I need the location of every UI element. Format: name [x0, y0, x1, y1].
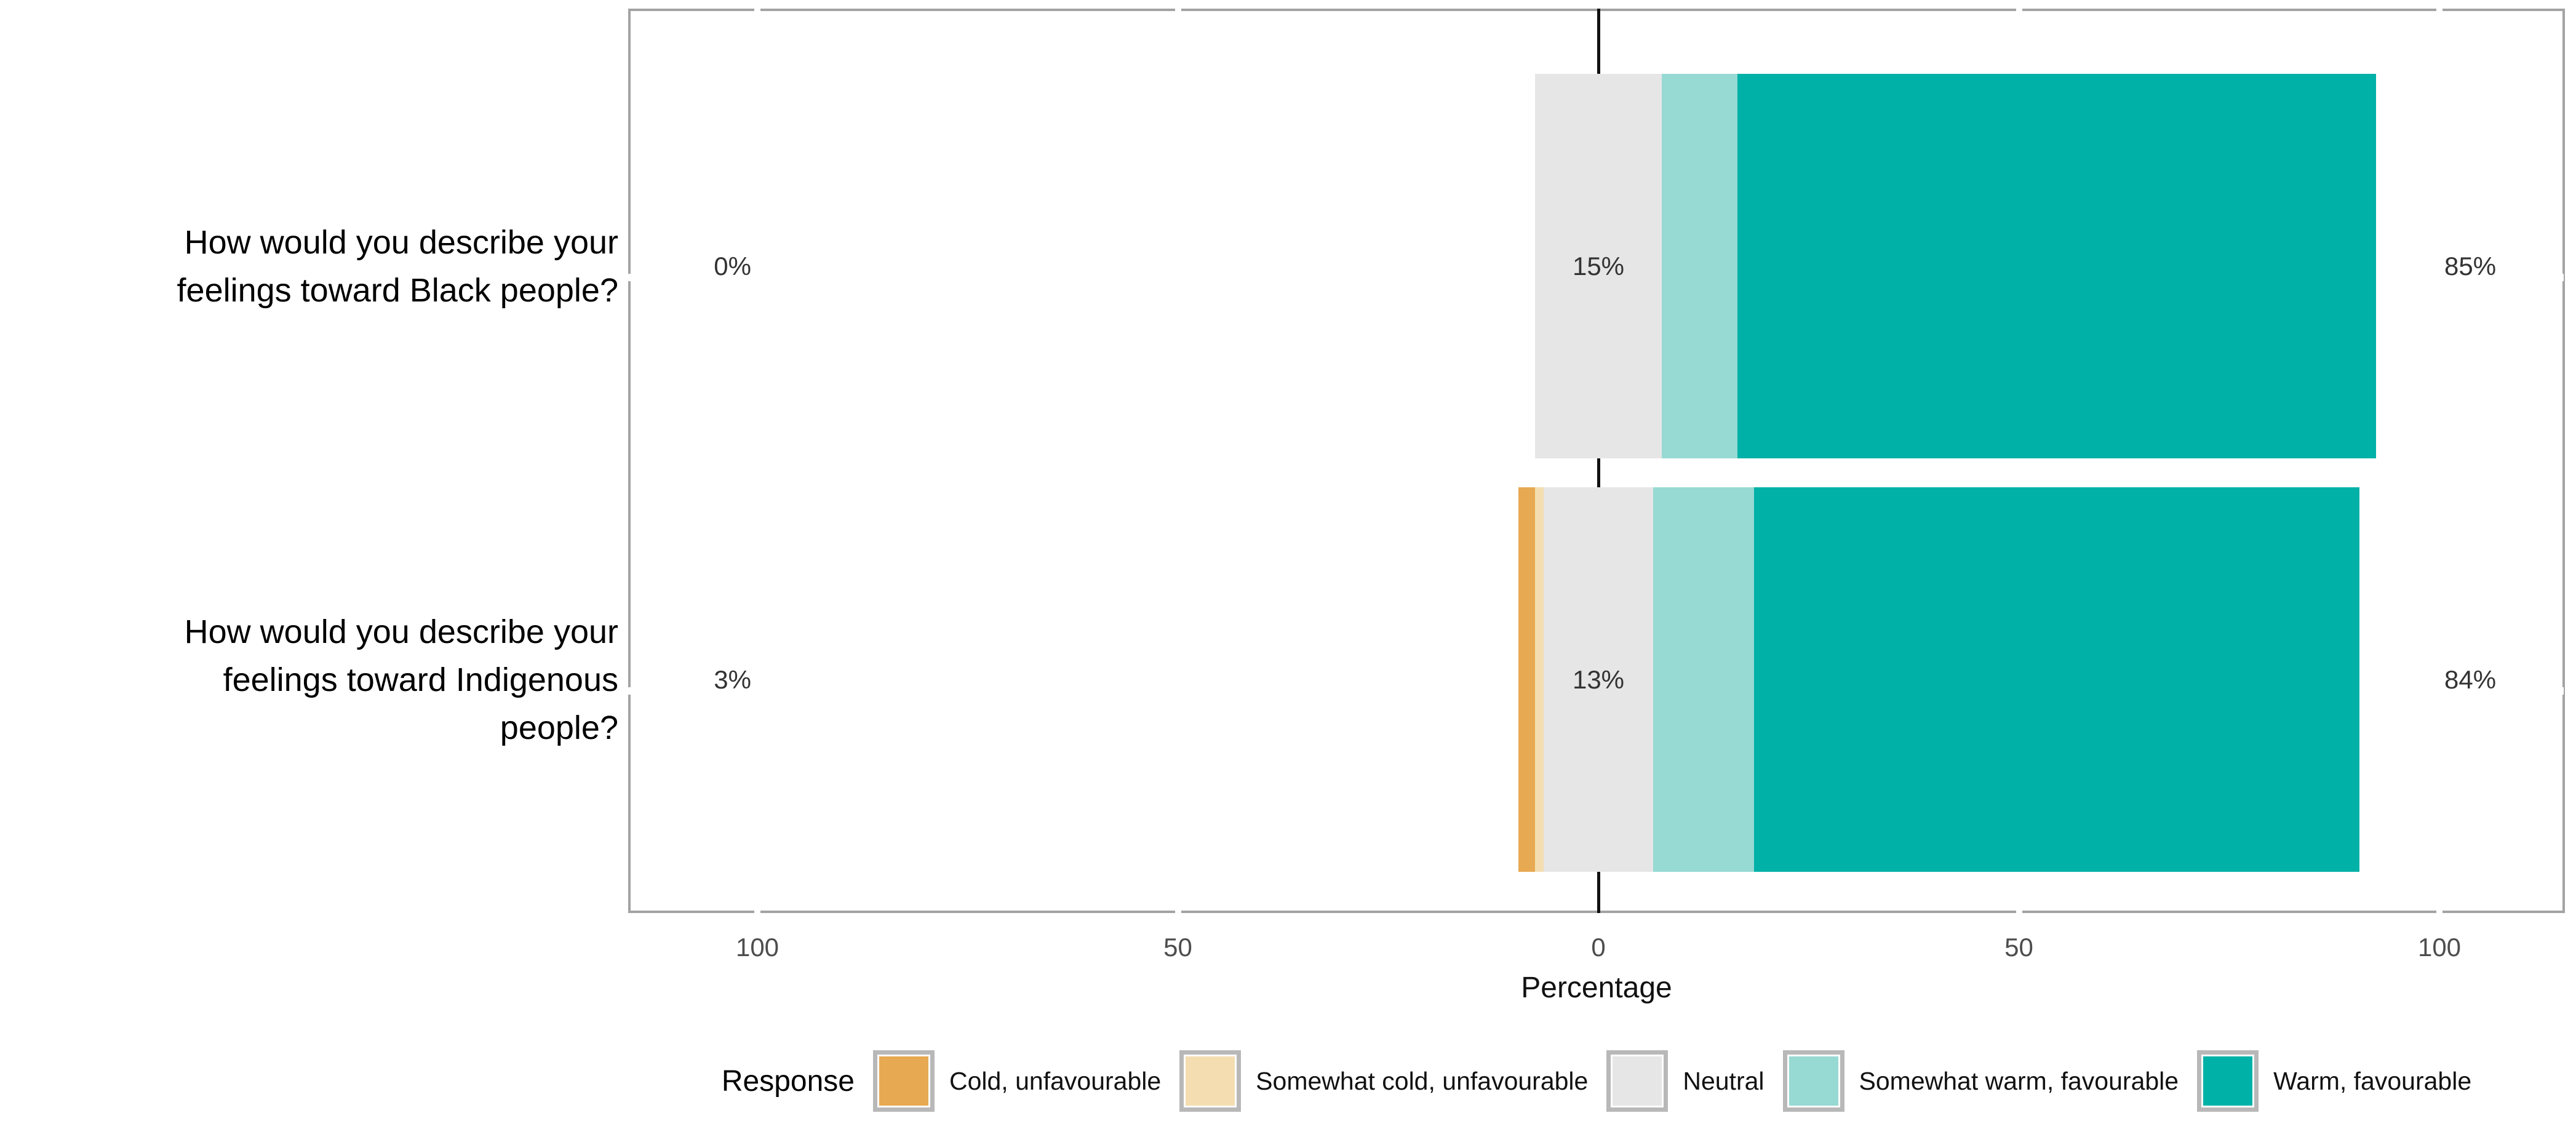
- bar-segment-somewhat-cold-unfavourable: [1535, 487, 1544, 872]
- legend-swatch-fill: [1613, 1056, 1662, 1106]
- legend-swatch: [1782, 1050, 1844, 1112]
- gridline-gap: [2559, 687, 2564, 695]
- legend-swatch-fill: [1186, 1056, 1235, 1106]
- legend-item: Warm, favourable: [2197, 1050, 2471, 1112]
- row-total-neutral: 13%: [1572, 664, 1625, 694]
- row-total-neutral: 15%: [1572, 251, 1625, 281]
- x-tick-label: 50: [2004, 933, 2033, 962]
- legend-label: Neutral: [1683, 1066, 1765, 1095]
- gridline-gap: [754, 909, 760, 914]
- gridline-gap: [1174, 909, 1181, 914]
- gridline-gap: [2436, 8, 2442, 12]
- legend-label: Somewhat cold, unfavourable: [1256, 1066, 1589, 1095]
- x-tick-label: 0: [1591, 933, 1606, 962]
- legend-swatch-fill: [1788, 1056, 1838, 1106]
- bar-row: [0, 487, 2576, 872]
- x-axis-title: Percentage: [1521, 971, 1672, 1004]
- x-tick-label: 50: [1163, 933, 1192, 962]
- legend-title: Response: [721, 1064, 855, 1098]
- zero-axis-line: [1597, 9, 1600, 913]
- gridline-gap: [1174, 8, 1181, 12]
- legend-swatch-fill: [2203, 1056, 2253, 1106]
- bar-row: [0, 74, 2576, 458]
- gridline-gap: [2016, 909, 2022, 914]
- bar-segment-warm-favourable: [1753, 487, 2360, 872]
- bar-segment-warm-favourable: [1737, 74, 2377, 458]
- row-total-positive: 84%: [2444, 664, 2497, 694]
- legend-item: Cold, unfavourable: [872, 1050, 1162, 1112]
- bar-segment-cold-unfavourable: [1518, 487, 1536, 872]
- gridline-gap: [2436, 909, 2442, 914]
- legend-item: Somewhat warm, favourable: [1782, 1050, 2179, 1112]
- gridline-gap: [628, 273, 632, 281]
- category-label: How would you describe your feelings tow…: [184, 613, 618, 746]
- bar-segment-neutral: [1544, 487, 1653, 872]
- gridline-gap: [2016, 8, 2022, 12]
- gridline-gap: [628, 687, 632, 695]
- row-total-positive: 85%: [2444, 251, 2497, 281]
- x-tick-label: 100: [735, 933, 780, 962]
- legend: Response Cold, unfavourable Somewhat cold…: [631, 1041, 2562, 1121]
- row-total-negative: 0%: [714, 251, 751, 281]
- gridline-gap: [754, 8, 760, 12]
- bar-segment-somewhat-warm-favourable: [1653, 487, 1754, 872]
- legend-swatch: [1179, 1050, 1242, 1112]
- legend-item: Somewhat cold, unfavourable: [1179, 1050, 1588, 1112]
- bar-segment-neutral: [1535, 74, 1662, 458]
- legend-swatch: [1606, 1050, 1669, 1112]
- gridline-gap: [2559, 273, 2564, 281]
- legend-label: Somewhat warm, favourable: [1859, 1066, 2179, 1095]
- legend-swatch: [872, 1050, 935, 1112]
- row-total-negative: 3%: [714, 664, 751, 694]
- legend-item: Neutral: [1606, 1050, 1765, 1112]
- legend-label: Cold, unfavourable: [949, 1066, 1162, 1095]
- x-tick-label: 100: [2417, 933, 2462, 962]
- legend-swatch: [2197, 1050, 2259, 1112]
- bar-segment-somewhat-warm-favourable: [1661, 74, 1737, 458]
- legend-label: Warm, favourable: [2273, 1066, 2472, 1095]
- category-label: How would you describe your feelings tow…: [177, 223, 618, 309]
- legend-swatch-fill: [879, 1056, 928, 1106]
